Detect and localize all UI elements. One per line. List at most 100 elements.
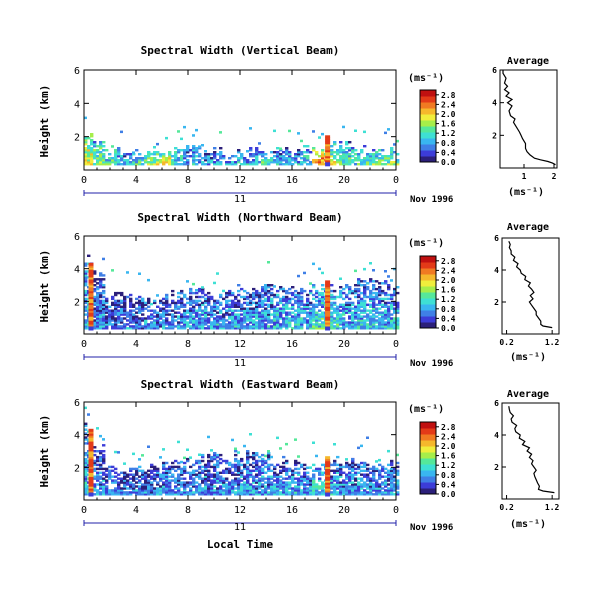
heat-cell [201,289,205,293]
heat-cell [336,319,340,322]
heat-cell [366,309,370,312]
heat-cell [228,313,232,316]
heat-cell [258,323,262,326]
heat-cell [285,471,289,474]
colorbar-swatch [420,90,436,97]
heat-cell [297,153,301,156]
heat-cell [354,159,358,162]
heat-cell [342,161,346,164]
heat-cell [357,301,361,305]
spike-cell [325,161,331,165]
heat-cell [246,475,250,478]
heat-cell [213,147,217,150]
heat-cell [351,487,355,490]
heat-cell [345,147,349,150]
tower-cell [88,446,94,450]
heat-cell [96,315,100,318]
heat-cell [210,493,214,496]
heat-cell [330,301,334,305]
heat-cell [258,465,262,469]
heat-cell [357,319,361,322]
heat-cell [207,159,211,162]
heat-cell [108,493,112,496]
heat-cell [369,299,373,303]
heat-cell [150,483,154,486]
heat-cell [99,493,103,496]
heat-cell [300,325,304,328]
heat-cell [195,469,199,472]
heat-cell [96,307,100,310]
heat-cell [309,489,313,492]
heat-cell [189,311,193,314]
heat-cell [204,483,208,486]
heat-cell [333,301,337,305]
heat-cell [378,313,382,316]
heat-cell [387,155,391,158]
heat-cell [219,151,223,154]
heat-cell [321,153,325,156]
heat-cell [369,485,373,488]
heat-cell [183,319,187,322]
heat-cell [159,153,162,156]
heat-cell [234,459,238,463]
heat-cell [357,317,361,320]
heat-cell [345,489,349,492]
heat-cell [225,477,229,480]
heat-cell [378,463,382,467]
heat-cell [99,272,103,275]
heat-cell [105,325,109,328]
heat-cell [258,301,262,305]
heat-cell [363,293,367,297]
heat-cell [132,479,136,482]
heat-cell [372,153,376,156]
heat-cell [138,311,142,314]
heat-cell [84,452,88,455]
heat-cell [96,327,100,330]
heat-cell [159,473,163,476]
heat-cell [276,289,280,293]
heat-cell [393,289,397,293]
heat-cell [330,319,334,322]
heat-cell [144,471,148,474]
heat-cell [84,453,88,457]
heat-cell [312,463,316,467]
heat-cell [183,125,186,129]
heat-cell [387,469,391,472]
heat-cell [369,309,373,312]
heat-cell [177,291,181,295]
heat-cell [216,305,220,308]
heat-cell [228,315,232,318]
heat-cell [150,463,154,467]
heat-cell [309,163,313,166]
heat-cell [393,483,397,486]
heat-cell [339,309,343,312]
heat-cell [210,307,214,310]
heat-cell [354,153,358,156]
heat-cell [102,323,106,326]
heatmap-eastward-beam [84,406,400,497]
heat-cell [198,325,202,328]
heat-cell [267,453,271,457]
heat-cell [357,159,361,162]
heat-cell [342,311,346,314]
spike-cell [325,325,331,329]
tower-cell [88,493,94,497]
heat-cell [156,493,160,496]
x-tick-label: 20 [338,505,350,516]
heat-cell [300,477,304,480]
heat-cell [228,461,232,465]
heat-cell [96,319,100,322]
heat-cell [297,155,301,158]
heat-cell [315,319,319,322]
heat-cell [375,297,379,301]
heat-cell [198,155,202,158]
heat-cell [183,293,187,297]
heat-cell [261,475,265,478]
heat-cell [381,481,385,484]
heat-cell [372,295,376,299]
colorbar-swatch [420,458,436,465]
heat-cell [162,465,166,469]
heat-cell [363,491,367,494]
heat-cell [84,325,88,328]
heat-cell [300,479,304,482]
